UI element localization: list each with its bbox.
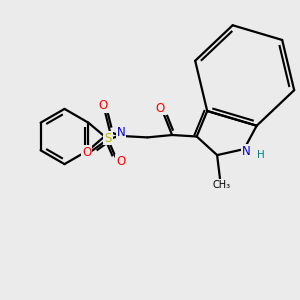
Text: O: O [82, 146, 92, 159]
Text: O: O [155, 101, 165, 115]
Text: CH₃: CH₃ [212, 180, 231, 190]
Text: N: N [242, 145, 251, 158]
Text: O: O [116, 155, 125, 168]
Text: N: N [117, 126, 125, 140]
Text: S: S [104, 131, 112, 145]
Text: O: O [98, 99, 108, 112]
Text: H: H [257, 150, 265, 160]
